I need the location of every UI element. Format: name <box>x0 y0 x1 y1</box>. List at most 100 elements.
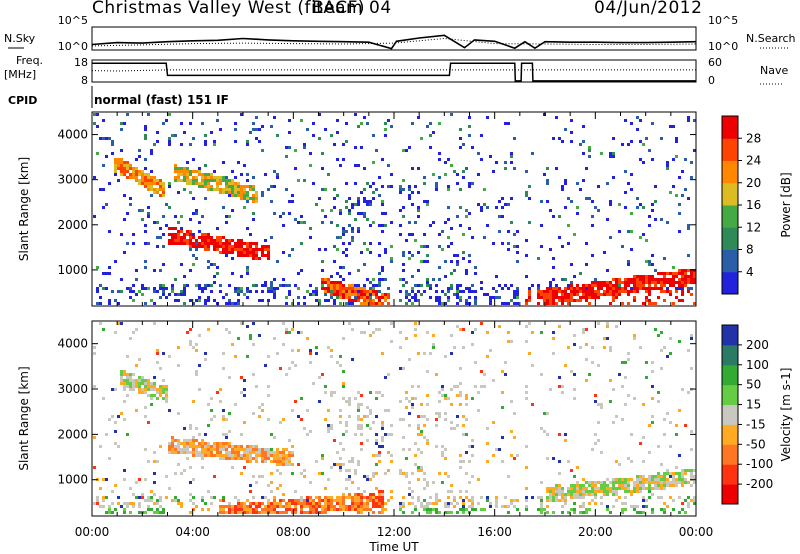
velocity-heatmap-cell <box>414 334 417 337</box>
velocity-heatmap-cell <box>285 463 288 466</box>
velocity-heatmap-cell <box>168 355 171 358</box>
velocity-heatmap-cell <box>609 400 612 403</box>
velocity-heatmap-cell <box>375 433 378 436</box>
power-heatmap-cell <box>237 239 240 242</box>
velocity-heatmap-cell <box>633 481 636 484</box>
velocity-heatmap-cell <box>129 379 132 382</box>
velocity-heatmap-cell <box>621 487 624 490</box>
power-heatmap-cell <box>231 248 234 251</box>
velocity-heatmap-cell <box>357 391 360 394</box>
power-heatmap-cell <box>351 284 354 287</box>
power-heatmap-cell <box>387 164 390 167</box>
power-heatmap-cell <box>234 194 237 197</box>
velocity-heatmap-cell <box>594 487 597 490</box>
power-heatmap-cell <box>447 245 450 248</box>
velocity-heatmap-cell <box>567 460 570 463</box>
power-heatmap-cell <box>441 290 444 293</box>
power-heatmap-cell <box>321 287 324 290</box>
power-heatmap-cell <box>468 182 471 185</box>
velocity-heatmap-cell <box>228 376 231 379</box>
velocity-heatmap-cell <box>480 496 483 499</box>
velocity-heatmap-cell <box>126 382 129 385</box>
power-heatmap-cell <box>105 287 108 290</box>
power-heatmap-cell <box>486 116 489 119</box>
power-heatmap-cell <box>510 155 513 158</box>
velocity-heatmap-cell <box>597 322 600 325</box>
power-heatmap-cell <box>606 284 609 287</box>
power-heatmap-cell <box>423 233 426 236</box>
power-heatmap-cell <box>447 185 450 188</box>
power-heatmap-cell <box>639 119 642 122</box>
power-heatmap-cell <box>612 287 615 290</box>
power-heatmap-cell <box>132 170 135 173</box>
power-heatmap-cell <box>132 290 135 293</box>
velocity-heatmap-cell <box>651 385 654 388</box>
velocity-heatmap-cell <box>93 385 96 388</box>
velocity-heatmap-cell <box>345 421 348 424</box>
velocity-heatmap-cell <box>261 403 264 406</box>
power-heatmap-cell <box>183 167 186 170</box>
freq-series-1 <box>92 62 696 82</box>
velocity-heatmap-cell <box>192 508 195 511</box>
noise-right-label: N.Search <box>746 32 796 45</box>
power-heatmap-cell <box>564 179 567 182</box>
velocity-heatmap-cell <box>222 418 225 421</box>
power-heatmap-cell <box>336 158 339 161</box>
power-heatmap-cell <box>435 182 438 185</box>
velocity-heatmap-cell <box>180 448 183 451</box>
velocity-heatmap-cell <box>525 505 528 508</box>
velocity-heatmap-cell <box>567 346 570 349</box>
velocity-heatmap-cell <box>648 481 651 484</box>
power-heatmap-cell <box>624 191 627 194</box>
velocity-heatmap-cell <box>123 373 126 376</box>
power-heatmap-cell <box>330 296 333 299</box>
power-heatmap-cell <box>225 191 228 194</box>
velocity-heatmap-cell <box>423 487 426 490</box>
velocity-heatmap-cell <box>558 484 561 487</box>
velocity-colorbar-tick-label: 50 <box>746 378 761 392</box>
velocity-heatmap-cell <box>219 400 222 403</box>
power-heatmap-cell <box>252 284 255 287</box>
velocity-heatmap-cell <box>408 493 411 496</box>
velocity-heatmap-cell <box>420 469 423 472</box>
power-heatmap-cell <box>552 137 555 140</box>
power-heatmap-cell <box>210 242 213 245</box>
velocity-heatmap-cell <box>639 487 642 490</box>
velocity-heatmap-cell <box>654 487 657 490</box>
power-heatmap-cell <box>687 287 690 290</box>
velocity-heatmap-cell <box>291 361 294 364</box>
power-heatmap-cell <box>219 176 222 179</box>
velocity-heatmap-cell <box>318 505 321 508</box>
velocity-heatmap-cell <box>447 475 450 478</box>
power-heatmap-cell <box>339 275 342 278</box>
velocity-heatmap-cell <box>651 481 654 484</box>
power-heatmap-cell <box>465 272 468 275</box>
velocity-heatmap-cell <box>483 373 486 376</box>
velocity-heatmap-cell <box>525 397 528 400</box>
velocity-heatmap-cell <box>114 388 117 391</box>
power-heatmap-cell <box>516 287 519 290</box>
power-heatmap-cell <box>234 287 237 290</box>
velocity-heatmap-cells <box>93 322 696 514</box>
power-heatmap-cell <box>105 272 108 275</box>
power-heatmap-cell <box>156 182 159 185</box>
time-axis-label: Time UT <box>368 540 419 554</box>
power-heatmap-cell <box>525 299 528 302</box>
power-heatmap-cell <box>267 257 270 260</box>
velocity-heatmap-cell <box>117 445 120 448</box>
power-heatmap-cell <box>657 278 660 281</box>
velocity-heatmap-cell <box>645 505 648 508</box>
power-heatmap-cell <box>528 296 531 299</box>
power-heatmap-cell <box>408 197 411 200</box>
velocity-heatmap-cell <box>588 484 591 487</box>
velocity-heatmap-cell <box>225 445 228 448</box>
power-heatmap-cell <box>651 287 654 290</box>
power-heatmap-cell <box>630 173 633 176</box>
power-heatmap-cell <box>285 284 288 287</box>
velocity-heatmap-cell <box>663 475 666 478</box>
freq-tick-top: 18 <box>74 56 88 69</box>
velocity-heatmap-cell <box>678 472 681 475</box>
velocity-heatmap-cell <box>456 502 459 505</box>
power-heatmap-cell <box>450 242 453 245</box>
power-heatmap-cell <box>618 203 621 206</box>
